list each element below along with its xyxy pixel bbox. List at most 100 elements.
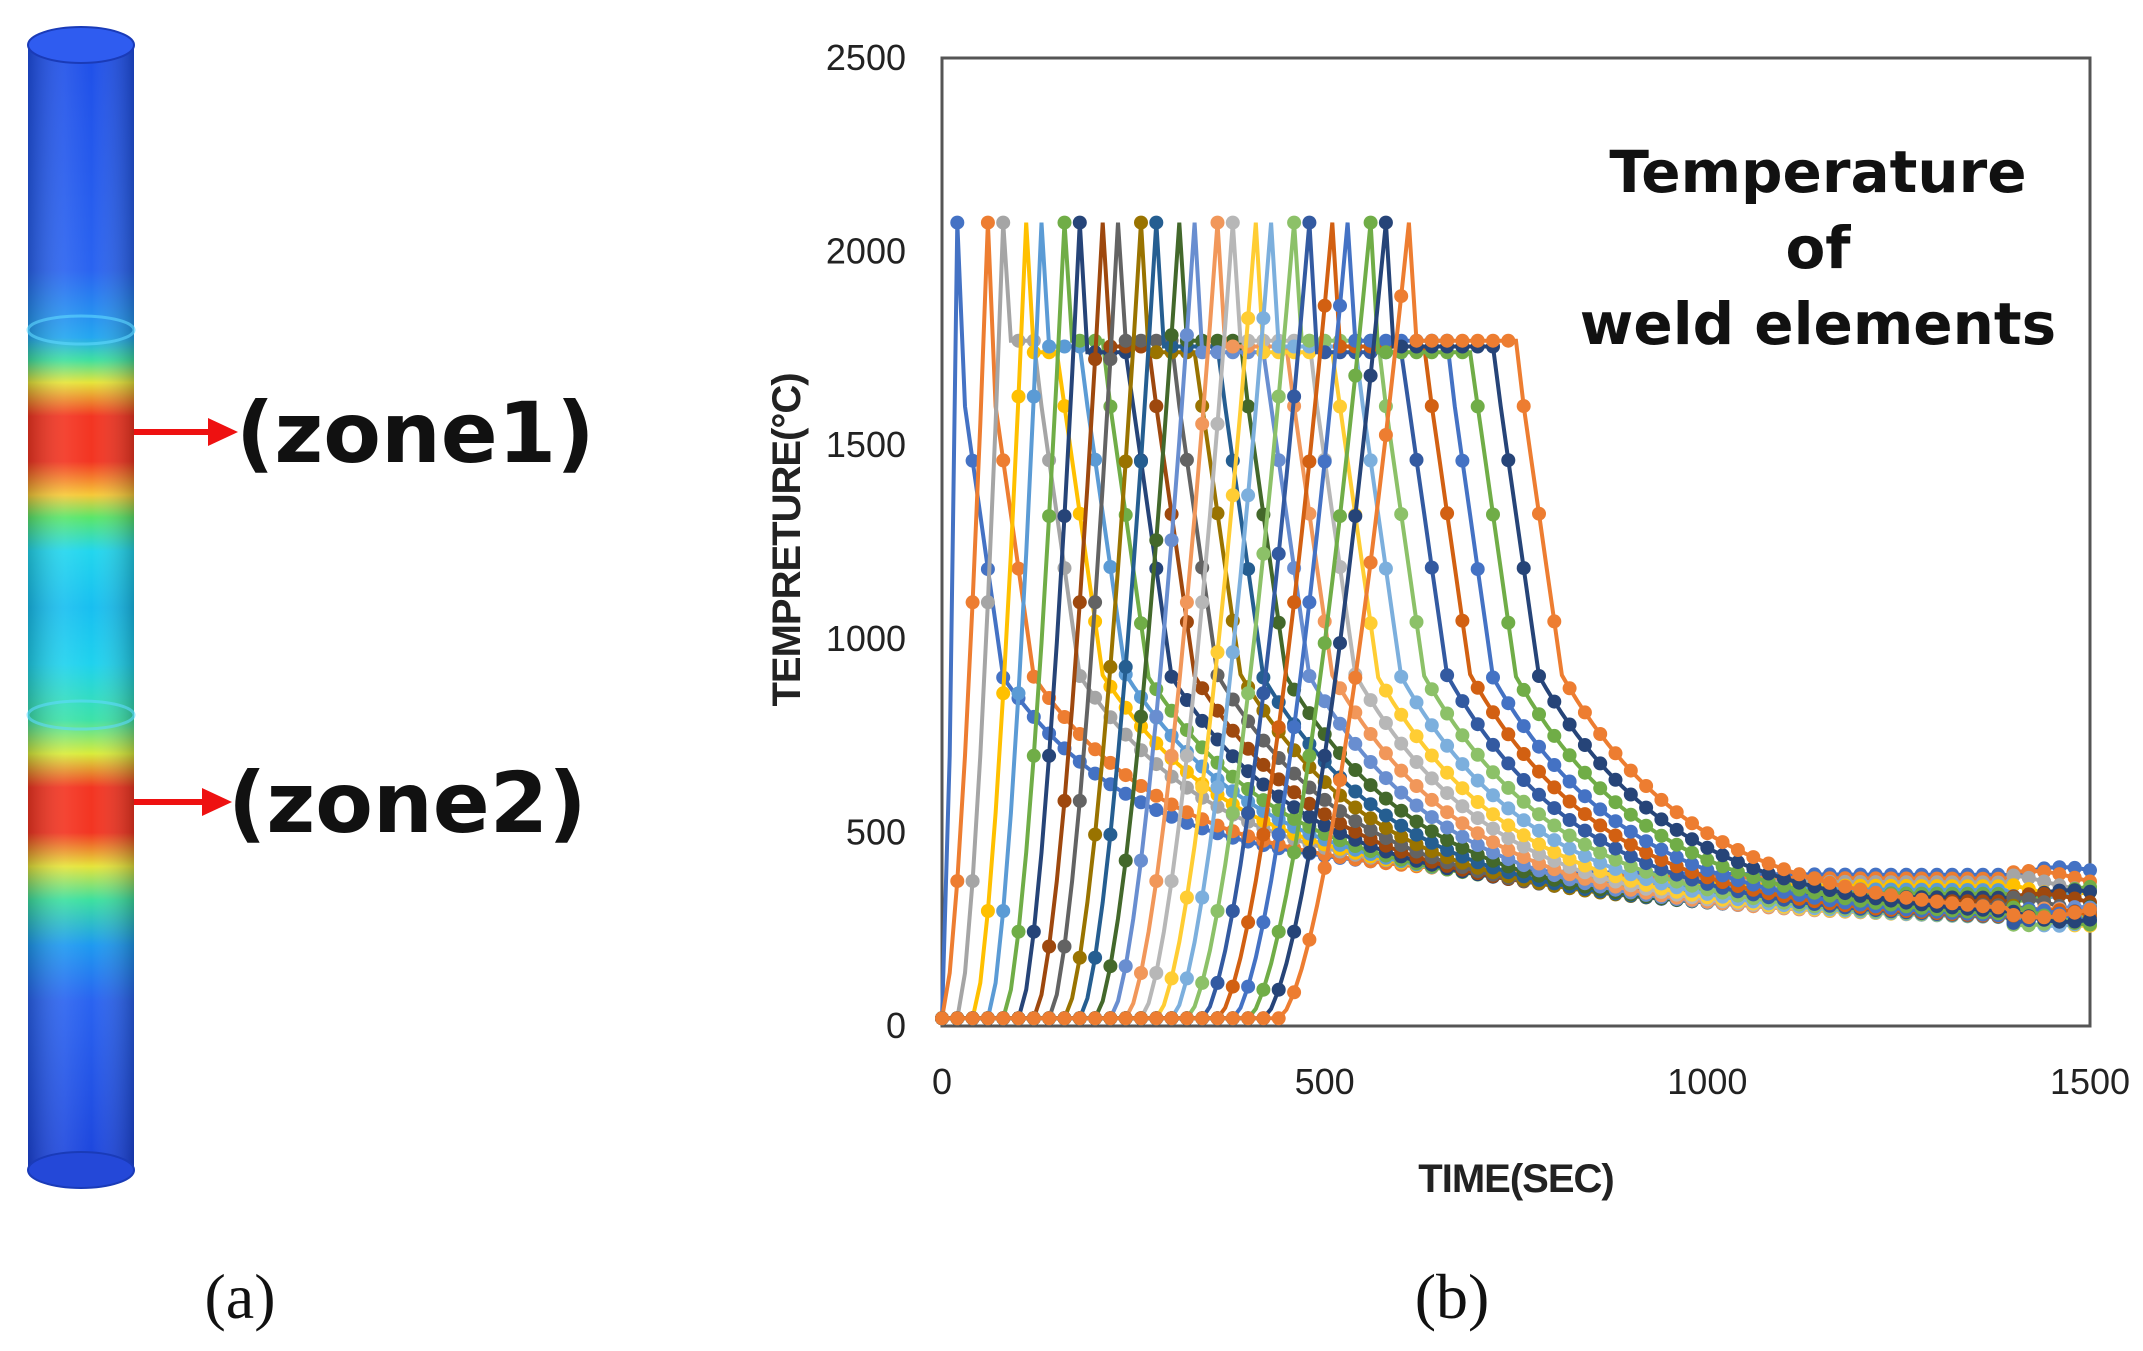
data-point [1072,1011,1087,1026]
data-point [1378,831,1393,845]
data-point [1455,728,1470,743]
data-point [2021,870,2036,885]
data-point [1179,452,1194,467]
data-point [980,595,995,610]
data-point [1164,874,1179,889]
data-point [1333,399,1347,414]
data-point [1134,1011,1148,1026]
data-point [1088,452,1103,467]
data-point [1241,686,1256,701]
data-point [1394,507,1409,522]
data-point [1287,785,1302,800]
data-point [1149,966,1164,980]
data-point [1394,818,1409,833]
data-point [1470,717,1485,732]
data-point [1042,509,1057,524]
data-point [1394,829,1409,844]
data-point [1700,852,1715,867]
data-point [1256,777,1271,792]
data-point [1164,971,1179,986]
data-point [1210,1011,1225,1026]
x-axis-title: TIME(SEC) [1418,1157,1613,1201]
data-point [1149,709,1164,724]
data-point [1317,694,1332,709]
data-point [1440,820,1455,835]
data-point [1424,560,1439,575]
data-point [1317,860,1332,875]
data-point [1838,879,1853,894]
data-point [1348,814,1363,829]
data-point [1608,814,1623,829]
data-point [1225,806,1240,821]
data-point [1195,416,1210,431]
data-point [1088,827,1103,842]
data-point [1975,899,1990,914]
data-point [1118,959,1133,974]
data-point [1440,832,1455,847]
data-point [1210,645,1225,660]
data-point [1149,215,1164,230]
data-point [1363,727,1378,741]
data-point [1333,636,1347,651]
data-point [1409,615,1424,629]
data-point [1256,1011,1271,1026]
data-point [1271,827,1286,842]
data-point [1562,813,1577,827]
annotation-line-1: Temperature [1609,138,2026,206]
data-point [1730,865,1745,879]
data-point [1256,546,1271,561]
data-point [1547,780,1562,795]
data-point [1899,890,1914,905]
data-point [1608,772,1623,787]
zone1-ring-top [26,314,136,346]
data-point [1378,345,1393,360]
data-point [1685,856,1699,871]
data-point [1302,454,1317,469]
data-point [1608,746,1623,761]
data-point [1516,561,1531,576]
data-point [1516,719,1531,734]
data-point [1516,850,1531,865]
data-point [1225,904,1240,918]
data-point [950,874,965,889]
data-point [1455,799,1470,814]
data-point [1623,824,1638,839]
data-point [2067,870,2082,885]
data-point [1088,690,1103,705]
data-point [1562,681,1577,696]
y-tick-label: 1000 [826,618,906,659]
data-point [1501,727,1516,742]
data-point [1287,766,1302,781]
data-point [1042,748,1057,763]
data-point [1516,813,1531,828]
data-point [1348,784,1363,799]
data-point [1486,765,1500,780]
data-point [1348,368,1363,383]
data-point [1409,779,1424,793]
data-point [1302,669,1317,683]
data-point [1562,717,1577,732]
data-point [965,453,980,468]
data-point [1241,741,1256,756]
data-point [1256,827,1271,842]
data-point [1256,757,1271,772]
data-point [1409,729,1424,744]
data-point [1532,506,1546,521]
data-point [1195,713,1210,728]
data-point [1011,389,1026,404]
data-point [1378,820,1393,835]
data-point [1516,773,1531,787]
data-point [1761,866,1776,881]
data-point [1424,718,1439,733]
data-point [1532,823,1546,838]
data-point [1440,668,1455,683]
data-point [1149,1011,1164,1026]
data-point [1225,723,1240,738]
data-point [1210,780,1225,795]
data-point [1317,807,1332,822]
data-point [1547,694,1562,709]
data-point [1746,861,1761,876]
annotation-line-3: weld elements [1580,290,2056,358]
data-point [1440,706,1455,721]
data-point [996,904,1011,918]
